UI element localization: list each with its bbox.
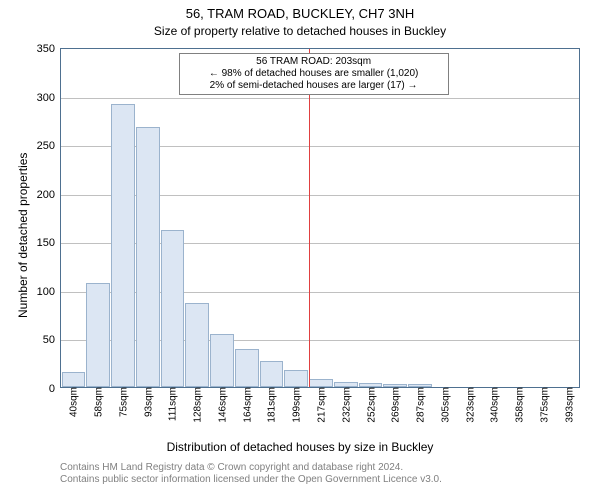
x-tick-label: 269sqm (389, 387, 402, 423)
y-tick-label: 0 (49, 383, 61, 395)
copyright-line2: Contains public sector information licen… (60, 474, 442, 485)
bar (111, 104, 135, 387)
annotation-line: 56 TRAM ROAD: 203sqm (184, 56, 444, 68)
bar (136, 127, 160, 387)
x-tick-label: 75sqm (116, 387, 129, 417)
y-axis-label: Number of detached properties (16, 153, 30, 318)
x-tick-label: 199sqm (290, 387, 303, 423)
x-axis-label: Distribution of detached houses by size … (0, 440, 600, 454)
x-tick-label: 93sqm (141, 387, 154, 417)
x-tick-label: 232sqm (339, 387, 352, 423)
x-tick-label: 164sqm (240, 387, 253, 423)
x-tick-label: 217sqm (315, 387, 328, 423)
x-tick-label: 340sqm (488, 387, 501, 423)
bar (161, 230, 185, 387)
y-tick-label: 250 (37, 140, 61, 152)
x-tick-label: 305sqm (438, 387, 451, 423)
x-tick-label: 358sqm (513, 387, 526, 423)
y-tick-label: 350 (37, 43, 61, 55)
grid-line (61, 98, 579, 99)
bar (86, 283, 110, 387)
y-tick-label: 50 (43, 334, 61, 346)
bar (309, 379, 333, 387)
annotation-line: ← 98% of detached houses are smaller (1,… (184, 68, 444, 80)
y-tick-label: 200 (37, 189, 61, 201)
x-tick-label: 393sqm (562, 387, 575, 423)
bar (284, 370, 308, 387)
x-tick-label: 58sqm (92, 387, 105, 417)
bar (62, 372, 86, 387)
x-tick-label: 181sqm (265, 387, 278, 423)
title-line1: 56, TRAM ROAD, BUCKLEY, CH7 3NH (0, 6, 600, 21)
x-tick-label: 40sqm (67, 387, 80, 417)
annotation-line: 2% of semi-detached houses are larger (1… (184, 80, 444, 92)
y-tick-label: 100 (37, 286, 61, 298)
bar (260, 361, 284, 387)
chart-container: 56, TRAM ROAD, BUCKLEY, CH7 3NH Size of … (0, 0, 600, 500)
bar (185, 303, 209, 387)
bar (235, 349, 259, 387)
title-line2: Size of property relative to detached ho… (0, 24, 600, 38)
y-tick-label: 150 (37, 237, 61, 249)
x-tick-label: 287sqm (414, 387, 427, 423)
reference-line (309, 49, 310, 387)
x-tick-label: 375sqm (537, 387, 550, 423)
x-tick-label: 252sqm (364, 387, 377, 423)
annotation-box: 56 TRAM ROAD: 203sqm← 98% of detached ho… (179, 53, 449, 95)
x-tick-label: 111sqm (166, 387, 179, 421)
x-tick-label: 146sqm (215, 387, 228, 423)
x-tick-label: 128sqm (191, 387, 204, 423)
y-tick-label: 300 (37, 92, 61, 104)
copyright-text: Contains HM Land Registry data © Crown c… (60, 462, 442, 486)
copyright-line1: Contains HM Land Registry data © Crown c… (60, 462, 403, 473)
plot-area: 05010015020025030035040sqm58sqm75sqm93sq… (60, 48, 580, 388)
bar (210, 334, 234, 387)
x-tick-label: 323sqm (463, 387, 476, 423)
